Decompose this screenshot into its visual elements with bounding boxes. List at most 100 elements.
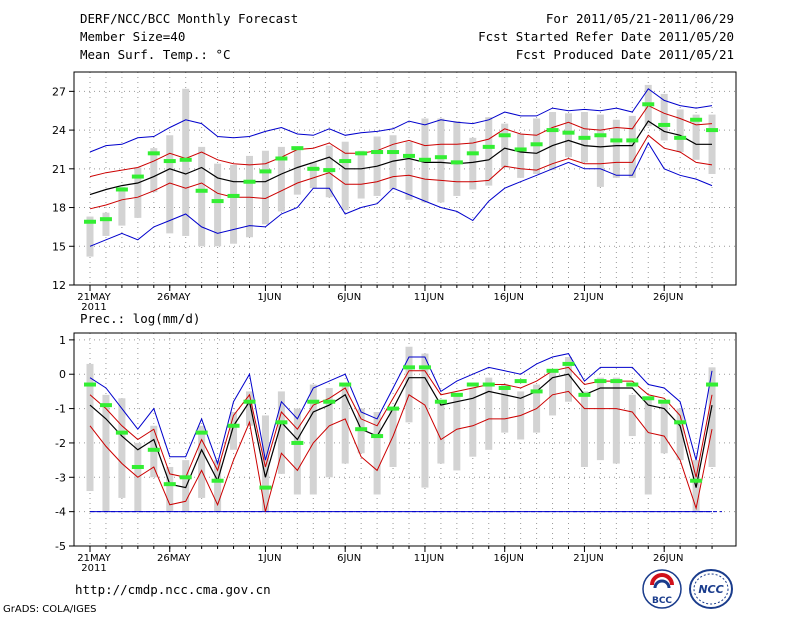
forecast-period: For 2011/05/21-2011/06/29	[545, 11, 734, 26]
inner-lower-line	[89, 134, 713, 210]
median-tick	[626, 382, 639, 387]
median-tick	[259, 485, 272, 490]
member-size-label: Member Size=40	[80, 29, 186, 44]
x-tick-label: 26MAY	[157, 292, 191, 303]
x-tick-label: 16JUN	[493, 553, 523, 564]
member-range-box	[708, 114, 716, 174]
median-tick	[84, 382, 96, 387]
inner-upper-line	[89, 104, 713, 178]
y-tick-label: -5	[55, 540, 66, 553]
median-tick	[690, 478, 703, 483]
median-tick	[418, 365, 431, 370]
median-tick	[211, 478, 224, 483]
member-range-box	[246, 391, 253, 426]
source-url[interactable]: http://cmdp.ncc.cma.gov.cn	[75, 582, 271, 597]
median-tick	[706, 128, 719, 133]
median-tick	[514, 147, 527, 152]
member-range-box	[293, 408, 301, 495]
median-tick	[99, 217, 112, 222]
member-range-box	[230, 164, 238, 244]
member-range-box	[501, 123, 509, 168]
median-tick	[546, 128, 559, 133]
precip-panel-title: Prec.: log(mm/d)	[80, 311, 200, 326]
y-tick-label: 1	[59, 334, 66, 347]
median-tick	[690, 117, 703, 122]
member-range-box	[134, 167, 142, 218]
x-tick-label: 16JUN	[493, 292, 523, 303]
member-range-box	[309, 162, 317, 189]
median-tick	[434, 399, 447, 404]
member-range-box	[373, 412, 381, 495]
member-range-box	[469, 137, 477, 190]
median-tick	[339, 382, 352, 387]
member-range-box	[214, 460, 222, 512]
median-tick	[482, 144, 495, 149]
median-tick	[387, 406, 400, 411]
median-tick	[658, 122, 671, 127]
member-range-box	[102, 212, 110, 236]
plot-frame	[73, 71, 737, 286]
y-tick-label: -3	[55, 471, 66, 484]
member-range-box	[660, 401, 668, 454]
y-tick-label: 24	[52, 124, 66, 137]
member-range-box	[293, 148, 301, 195]
member-range-box	[405, 346, 413, 423]
member-range-box	[102, 394, 110, 512]
median-tick	[371, 150, 384, 155]
member-range-box	[261, 415, 269, 512]
median-tick	[403, 365, 415, 370]
median-tick	[450, 392, 463, 397]
median-tick	[610, 138, 623, 143]
grads-credit: GrADS: COLA/IGES	[3, 604, 97, 615]
forecast-produced-date: Fcst Produced Date 2011/05/21	[515, 47, 734, 62]
member-range-box	[596, 377, 604, 461]
median-tick	[498, 385, 511, 390]
member-range-box	[676, 109, 684, 153]
svg-text:NCC: NCC	[698, 583, 723, 596]
member-range-box	[341, 384, 349, 464]
ensemble-mean-line	[89, 373, 713, 489]
median-tick	[642, 102, 655, 107]
median-tick	[466, 151, 479, 156]
member-range-box	[437, 401, 445, 464]
member-range-box	[628, 394, 636, 437]
outer-upper-line	[89, 353, 713, 466]
member-range-box	[421, 353, 429, 488]
median-tick	[227, 193, 240, 198]
member-range-box	[277, 146, 285, 212]
median-tick	[371, 434, 384, 439]
median-tick	[115, 430, 128, 435]
x-tick-label: 21JUN	[573, 292, 603, 303]
median-tick	[275, 420, 288, 425]
median-tick	[562, 361, 575, 366]
median-tick	[323, 399, 336, 404]
member-range-box	[357, 150, 365, 199]
median-tick	[259, 169, 272, 174]
x-tick-label: 21JUN	[573, 553, 603, 564]
chart-title: DERF/NCC/BCC Monthly Forecast	[80, 11, 299, 26]
y-tick-label: 0	[59, 368, 66, 381]
variable-label: Mean Surf. Temp.: °C	[80, 47, 231, 62]
member-range-box	[437, 118, 445, 203]
member-range-box	[389, 408, 397, 467]
median-tick	[291, 146, 304, 151]
y-tick-label: 15	[52, 240, 66, 253]
x-tick-label: 21MAY	[77, 292, 111, 303]
median-tick	[147, 151, 160, 156]
inner-lower-line	[89, 390, 713, 512]
median-tick	[674, 135, 687, 140]
member-range-box	[86, 216, 94, 257]
median-tick	[211, 199, 224, 204]
ncc-logo-icon: NCC	[689, 569, 733, 609]
median-tick	[514, 379, 527, 384]
member-range-box	[565, 113, 572, 158]
median-tick	[275, 156, 288, 161]
median-tick	[594, 379, 607, 384]
x-year-label: 2011	[81, 302, 106, 313]
forecast-start-date: Fcst Started Refer Date 2011/05/20	[478, 29, 734, 44]
median-tick	[546, 368, 559, 373]
x-tick-label: 1JUN	[257, 553, 281, 564]
member-range-box	[485, 117, 493, 186]
member-range-box	[309, 384, 317, 495]
median-tick	[530, 142, 543, 147]
